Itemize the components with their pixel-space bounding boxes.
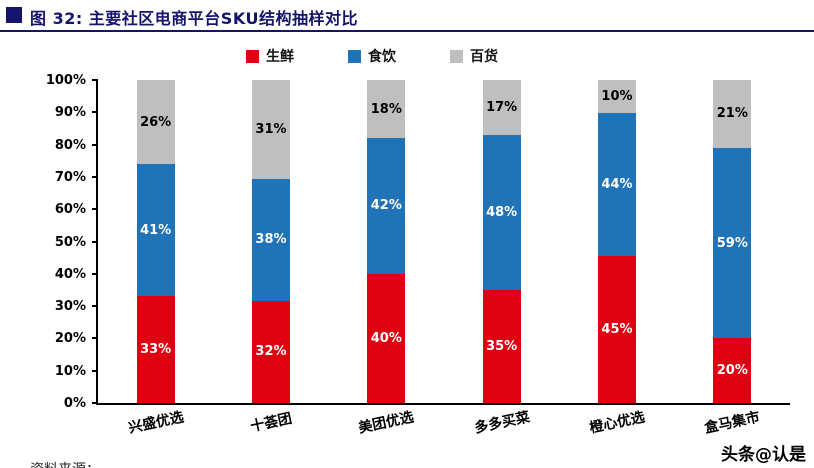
x-axis-label: 十荟团 xyxy=(248,410,294,436)
x-axis-label: 橙心优选 xyxy=(588,409,647,437)
bar-segment: 42% xyxy=(367,138,406,274)
legend-label-fresh: 生鲜 xyxy=(266,49,294,65)
stacked-bar: 33% 41% 26% xyxy=(136,80,175,403)
legend-item-fresh: 生鲜 xyxy=(246,46,294,66)
x-axis-label: 美团优选 xyxy=(357,409,416,437)
y-axis-tick xyxy=(92,369,98,372)
source-note-clipped: 资料来源：…… xyxy=(30,459,128,468)
plot-area: 0% 10% 20% 30% 40% 50% 60% 70% 80% 90% 100% 33% 41%… xyxy=(46,73,790,437)
x-axis-label: 多多买菜 xyxy=(472,409,531,437)
bar-segment: 41% xyxy=(136,164,175,297)
x-axis-label: 兴盛优选 xyxy=(126,409,185,437)
y-axis-label: 70% xyxy=(54,169,86,185)
bar-segment: 31% xyxy=(251,80,290,180)
y-axis-label: 20% xyxy=(54,331,86,347)
bar-value-label: 18% xyxy=(370,101,402,117)
y-axis-tick xyxy=(92,208,98,211)
bar-value-label: 38% xyxy=(255,232,287,248)
legend-label-general-merchandise: 百货 xyxy=(470,49,498,65)
bar-segment: 21% xyxy=(713,80,752,148)
bar-column: 20% 59% 21% xyxy=(675,80,790,403)
y-axis-tick xyxy=(92,143,98,146)
bar-segment: 10% xyxy=(597,80,636,113)
bar-value-label: 48% xyxy=(486,204,518,220)
y-axis-label: 30% xyxy=(54,299,86,315)
y-axis-tick xyxy=(92,175,98,178)
bar-column: 35% 48% 17% xyxy=(444,80,559,403)
stacked-bar: 20% 59% 21% xyxy=(713,80,752,403)
bar-segment: 59% xyxy=(713,147,752,339)
legend-item-general-merchandise: 百货 xyxy=(450,46,498,66)
y-axis-label: 0% xyxy=(63,396,86,411)
y-axis-tick xyxy=(92,402,98,404)
bar-segment: 33% xyxy=(136,296,175,403)
bar-value-label: 33% xyxy=(140,342,172,358)
bar-column: 45% 44% 10% xyxy=(559,80,674,403)
y-axis-label: 60% xyxy=(54,202,86,218)
y-axis-tick xyxy=(92,272,98,275)
bar-column: 32% 38% 31% xyxy=(213,80,328,403)
stacked-bar: 40% 42% 18% xyxy=(367,80,406,403)
bar-value-label: 20% xyxy=(716,363,748,379)
bar-value-label: 41% xyxy=(140,222,172,238)
legend-swatch-fresh xyxy=(246,49,259,63)
bar-segment: 48% xyxy=(482,134,521,290)
bar-columns: 33% 41% 26% 32% 38% 31% 40% 42% 18% 35% 48% 17% 45% 4… xyxy=(98,80,790,403)
stacked-bar: 35% 48% 17% xyxy=(482,80,521,403)
y-axis-label: 80% xyxy=(54,137,86,153)
bar-value-label: 31% xyxy=(255,122,287,138)
bar-segment: 44% xyxy=(597,112,636,257)
x-axis-label: 盒马集市 xyxy=(703,409,762,437)
bar-segment: 45% xyxy=(597,256,636,403)
y-axis-label: 90% xyxy=(54,105,86,121)
y-axis-label: 50% xyxy=(54,234,86,250)
bar-value-label: 35% xyxy=(486,338,518,354)
bar-segment: 38% xyxy=(251,179,290,301)
bar-column: 40% 42% 18% xyxy=(329,80,444,403)
title-accent-square xyxy=(6,7,22,23)
bar-value-label: 21% xyxy=(716,106,748,122)
y-axis-tick xyxy=(92,305,98,308)
bar-value-label: 40% xyxy=(370,330,402,346)
bar-column: 33% 41% 26% xyxy=(98,80,213,403)
bar-value-label: 42% xyxy=(370,198,402,214)
legend-swatch-general-merchandise xyxy=(450,49,463,63)
bar-segment: 35% xyxy=(482,289,521,403)
bar-value-label: 45% xyxy=(601,322,633,338)
chart-legend: 生鲜 食饮 百货 xyxy=(246,46,498,66)
y-axis-tick xyxy=(92,337,98,340)
y-axis-tick xyxy=(92,240,98,243)
bar-value-label: 59% xyxy=(716,235,748,251)
legend-swatch-food-beverage xyxy=(348,49,361,63)
y-axis-label: 10% xyxy=(54,363,86,379)
watermark: 头条@认是 xyxy=(721,445,806,465)
stacked-bar: 45% 44% 10% xyxy=(597,80,636,403)
y-axis-label: 40% xyxy=(54,266,86,282)
bar-segment: 18% xyxy=(367,80,406,139)
bar-value-label: 17% xyxy=(486,99,518,115)
legend-label-food-beverage: 食饮 xyxy=(368,49,396,65)
bar-value-label: 44% xyxy=(601,176,633,192)
y-axis-tick xyxy=(92,111,98,114)
bar-segment: 17% xyxy=(482,80,521,135)
bar-segment: 20% xyxy=(713,338,752,403)
page-title: 图 32: 主要社区电商平台SKU结构抽样对比 xyxy=(30,9,358,28)
title-divider xyxy=(0,30,814,32)
bar-value-label: 10% xyxy=(601,88,633,104)
y-axis-label: 100% xyxy=(45,73,86,88)
bar-segment: 26% xyxy=(136,80,175,164)
y-axis-tick xyxy=(92,79,98,81)
bar-value-label: 26% xyxy=(140,114,172,130)
bar-segment: 32% xyxy=(251,300,290,403)
stacked-bar: 32% 38% 31% xyxy=(251,80,290,403)
x-axis-labels: 兴盛优选 十荟团 美团优选 多多买菜 橙心优选 盒马集市 xyxy=(98,409,790,437)
legend-item-food-beverage: 食饮 xyxy=(348,46,396,66)
bar-segment: 40% xyxy=(367,273,406,403)
bar-value-label: 32% xyxy=(255,344,287,360)
